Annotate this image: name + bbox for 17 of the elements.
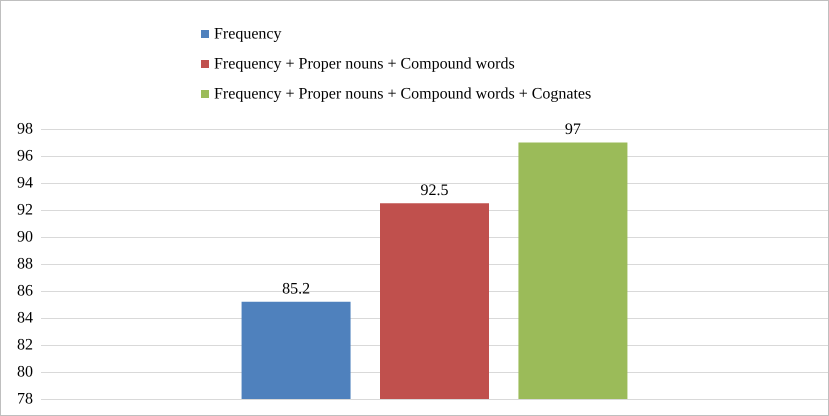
y-tick-label: 90 — [17, 228, 33, 246]
y-tick-label: 98 — [17, 120, 33, 138]
data-label: 85.2 — [282, 280, 310, 298]
y-tick-label: 78 — [17, 390, 33, 408]
data-label: 97 — [564, 121, 581, 138]
y-tick-label: 92 — [17, 202, 33, 218]
y-tick-label: 88 — [17, 256, 33, 272]
y-tick-label: 86 — [17, 282, 33, 300]
y-tick-label: 80 — [17, 364, 33, 380]
y-tick-label: 96 — [17, 148, 33, 164]
legend-label: Frequency + Proper nouns + Compound words — [214, 56, 515, 72]
legend-label: Frequency — [214, 26, 282, 42]
y-tick-label: 94 — [17, 174, 33, 192]
data-label: 92.5 — [420, 182, 448, 199]
legend-label: Frequency + Proper nouns + Compound words + Cognates — [214, 86, 592, 102]
y-tick-label: 82 — [17, 336, 33, 354]
y-tick-label: 84 — [17, 310, 33, 326]
